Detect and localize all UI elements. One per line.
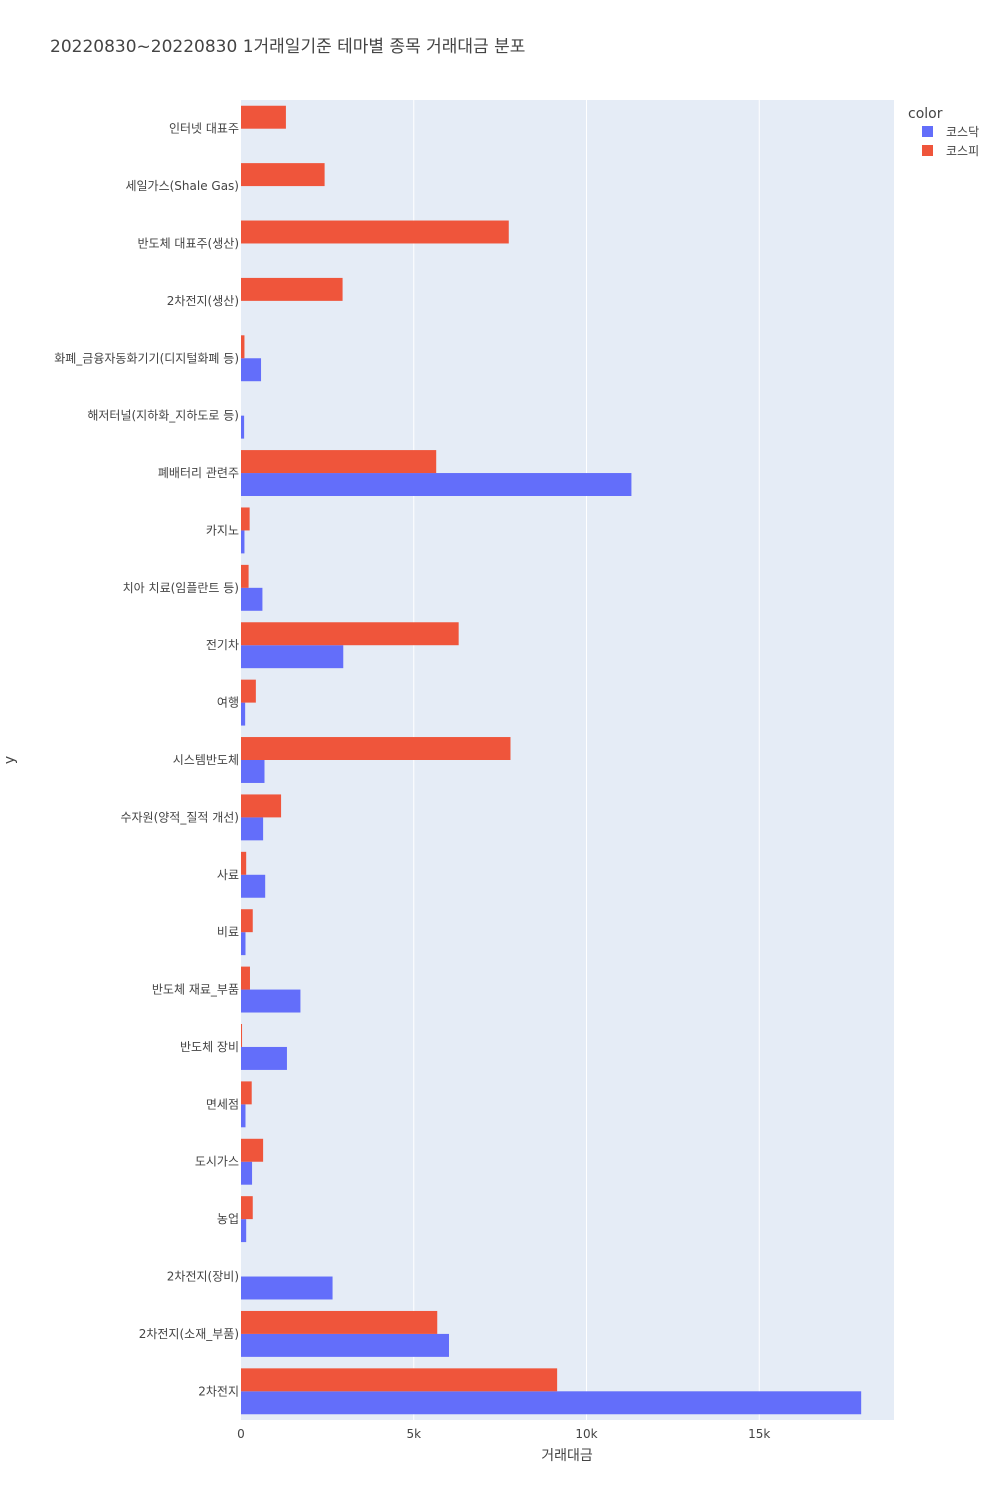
x-tick-label: 0 [237, 1427, 245, 1441]
bar-kosdaq [241, 358, 262, 382]
bar-kosdaq [241, 1104, 246, 1128]
legend-title: color [908, 106, 943, 122]
chart-title: 20220830~20220830 1거래일기준 테마별 종목 거래대금 분포 [50, 37, 526, 57]
y-tick-label: 2차전지 [198, 1384, 239, 1398]
y-tick-label: 2차전지(소재_부품) [139, 1327, 239, 1341]
x-axis-title: 거래대금 [541, 1448, 593, 1464]
bar-kosdaq [241, 530, 245, 554]
y-tick-label: 해저터널(지하화_지하도로 등) [87, 409, 239, 423]
y-tick-label: 전기차 [206, 638, 239, 652]
bar-kospi [241, 564, 249, 588]
y-tick-label: 면세점 [206, 1097, 239, 1111]
y-tick-label: 2차전지(생산) [167, 294, 239, 308]
y-tick-label: 반도체 대표주(생산) [138, 236, 240, 250]
bar-kosdaq [241, 1276, 333, 1300]
bar-kosdaq [241, 415, 245, 439]
y-axis-title: y [2, 756, 18, 764]
bar-kospi [241, 507, 250, 531]
bar-kospi [241, 1138, 264, 1162]
y-tick-label: 여행 [217, 695, 239, 710]
y-tick-label: 농업 [217, 1212, 239, 1226]
x-tick-label: 5k [406, 1427, 421, 1441]
bar-kosdaq [241, 989, 301, 1013]
bar-kosdaq [241, 587, 263, 611]
bar-kospi [241, 851, 247, 875]
x-tick-labels: 0 5k 10k 15k [237, 1427, 770, 1441]
bar-kospi [241, 737, 511, 760]
y-tick-labels: 2차전지 2차전지(소재_부품) 2차전지(장비) 농업 도시가스 면세점 반도체 장비 반도… [54, 122, 239, 1399]
y-tick-label: 폐배터리 관련주 [158, 466, 239, 480]
y-tick-label: 비료 [217, 925, 239, 939]
bar-kospi [241, 622, 459, 646]
bar-kospi [241, 335, 245, 359]
bar-kosdaq [241, 473, 632, 496]
bar-kosdaq [241, 702, 246, 726]
y-tick-label: 반도체 재료_부품 [152, 983, 239, 997]
bar-kospi [241, 277, 343, 301]
legend-swatch [922, 145, 933, 156]
bar-kosdaq [241, 1161, 253, 1185]
bar-kosdaq [241, 1219, 247, 1243]
y-tick-label: 인터넷 대표주 [169, 122, 239, 136]
bar-kospi [241, 679, 256, 703]
y-tick-label: 반도체 장비 [180, 1040, 239, 1054]
bars-group [241, 105, 862, 1415]
y-tick-label: 수자원(양적_질적 개선) [120, 810, 239, 824]
bar-kosdaq [241, 645, 344, 669]
bar-kospi [241, 1368, 558, 1392]
bar-kospi [241, 794, 282, 818]
bar-kospi [241, 1196, 253, 1220]
bar-kospi [241, 1024, 243, 1047]
bar-kosdaq [241, 874, 266, 898]
y-tick-label: 2차전지(장비) [167, 1270, 239, 1284]
bar-kospi [241, 163, 325, 187]
bar-kosdaq [241, 1391, 862, 1415]
x-tick-label: 10k [575, 1427, 597, 1441]
y-tick-label: 시스템반도체 [173, 753, 239, 767]
y-tick-label: 사료 [217, 868, 239, 882]
bar-kospi [241, 1081, 252, 1105]
legend-label: 코스피 [946, 144, 979, 158]
bar-kospi [241, 1310, 438, 1334]
legend-label: 코스닥 [946, 125, 979, 139]
x-tick-label: 15k [748, 1427, 770, 1441]
bar-kosdaq [241, 1333, 449, 1357]
bar-kosdaq [241, 817, 264, 841]
bar-kospi [241, 966, 250, 990]
y-tick-label: 세일가스(Shale Gas) [125, 179, 239, 193]
bar-kospi [241, 105, 286, 129]
y-tick-label: 치아 치료(임플란트 등) [123, 581, 239, 595]
bar-kospi [241, 909, 253, 933]
bar-kospi [241, 450, 437, 474]
y-tick-label: 도시가스 [195, 1155, 239, 1169]
bar-kospi [241, 220, 509, 244]
y-tick-label: 카지노 [206, 523, 239, 537]
bar-kosdaq [241, 760, 265, 783]
y-tick-label: 화폐_금융자동화기기(디지털화폐 등) [54, 351, 239, 365]
bar-kosdaq [241, 932, 246, 956]
bar-kosdaq [241, 1046, 287, 1070]
legend-swatch [922, 126, 933, 137]
